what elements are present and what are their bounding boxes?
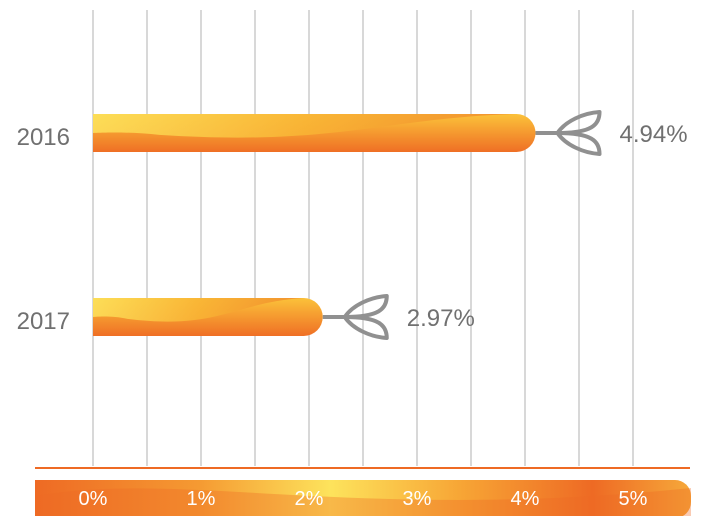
bar-highlight [93,114,517,138]
x-tick-label: 2% [295,488,324,510]
x-axis-band-wave [35,488,691,516]
x-tick-label: 5% [619,488,648,510]
x-tick-label: 3% [403,488,432,510]
data-label: 4.94% [620,121,688,148]
bars [93,110,602,340]
category-label: 2016 [17,124,70,151]
x-axis: 0% 1% 2% 3% 4% 5% [35,467,691,516]
arrow-fletching-icon [535,110,602,156]
x-tick-label: 0% [79,488,108,510]
labels: 4.94% 2016 2.97% 2017 [17,121,688,335]
x-tick-label: 4% [511,488,540,510]
data-label: 2.97% [407,305,475,332]
category-label: 2017 [17,308,70,335]
x-axis-band [35,480,691,516]
arrow-fletching-icon [322,294,389,340]
bar-highlight [93,298,304,322]
gridlines [92,10,634,466]
x-tick-label: 1% [187,488,216,510]
